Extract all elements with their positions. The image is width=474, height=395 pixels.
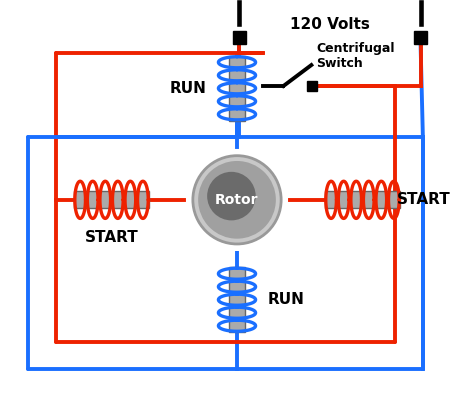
- Bar: [186, 149, 288, 251]
- Bar: [228, 56, 246, 121]
- Circle shape: [198, 161, 276, 239]
- Bar: [307, 81, 317, 91]
- Bar: [228, 267, 246, 332]
- Circle shape: [207, 172, 255, 220]
- Text: START: START: [85, 230, 138, 245]
- Bar: [233, 31, 246, 44]
- Bar: [414, 31, 427, 44]
- Text: 120 Volts: 120 Volts: [291, 17, 370, 32]
- Circle shape: [193, 156, 281, 244]
- Text: Rotor: Rotor: [215, 193, 259, 207]
- Text: START: START: [397, 192, 451, 207]
- Text: Centrifugal
Switch: Centrifugal Switch: [316, 42, 394, 70]
- Text: RUN: RUN: [267, 292, 304, 307]
- Bar: [325, 192, 400, 208]
- Text: RUN: RUN: [170, 81, 207, 96]
- Bar: [74, 192, 149, 208]
